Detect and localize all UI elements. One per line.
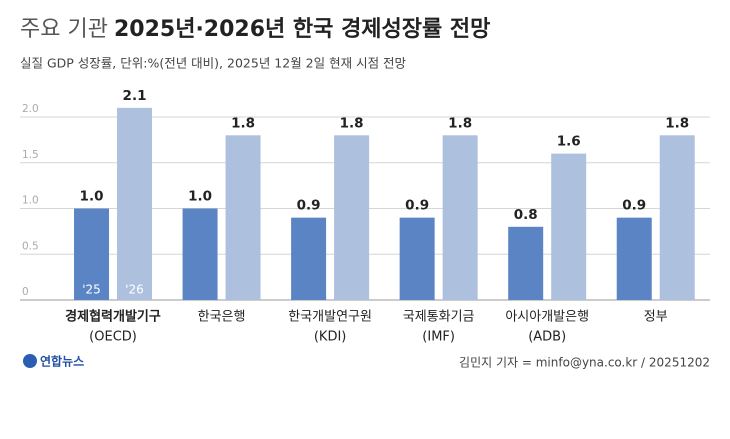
bar	[182, 208, 218, 300]
title-main: 2025년·2026년 한국 경제성장률 전망	[114, 17, 490, 42]
value-label: 0.9	[297, 198, 321, 214]
value-label: 1.0	[80, 189, 104, 205]
value-label: 0.9	[622, 198, 646, 214]
value-label: 1.8	[665, 115, 689, 131]
x-tick-label: (IMF)	[422, 330, 455, 345]
bar	[616, 217, 652, 300]
credit: 김민지 기자 = minfo@yna.co.kr / 20251202	[459, 356, 710, 370]
value-label: 0.8	[514, 207, 538, 223]
x-tick-label: 한국개발연구원	[288, 310, 372, 325]
title-prefix: 주요 기관	[20, 17, 108, 42]
value-label: 1.8	[448, 115, 472, 131]
value-label: 0.9	[405, 198, 429, 214]
bar	[291, 217, 327, 300]
legend-label: '26	[125, 283, 144, 297]
value-label: 1.8	[340, 115, 364, 131]
bar	[442, 135, 478, 300]
x-tick-label: 아시아개발은행	[505, 309, 589, 325]
y-tick-label: 1.0	[22, 195, 39, 207]
bar	[551, 153, 587, 300]
value-label: 1.6	[557, 134, 581, 150]
x-tick-label: 경제협력개발기구	[65, 309, 161, 325]
bar	[659, 135, 695, 300]
bar	[334, 135, 370, 300]
subtitle: 실질 GDP 성장률, 단위:%(전년 대비), 2025년 12월 2일 현재…	[20, 56, 407, 71]
x-tick-label: (OECD)	[89, 330, 137, 345]
y-tick-label: 0.5	[22, 240, 39, 252]
source: 연합뉴스	[40, 354, 84, 369]
value-label: 2.1	[123, 88, 147, 104]
logo: 연합뉴스	[23, 354, 84, 369]
logo-mark	[23, 354, 37, 368]
x-tick-label: 한국은행	[198, 309, 246, 325]
x-tick-label: (KDI)	[314, 330, 347, 345]
x-tick-label: (ADB)	[528, 330, 566, 345]
bar	[74, 208, 110, 300]
bar	[225, 135, 261, 300]
value-label: 1.0	[188, 189, 212, 205]
bar	[508, 226, 544, 300]
y-tick-label: 1.5	[22, 149, 39, 161]
chart-title: 주요 기관 2025년·2026년 한국 경제성장률 전망	[20, 17, 490, 42]
x-tick-label: 국제통화기금	[403, 310, 475, 325]
legend-label: '25	[82, 283, 101, 297]
bar	[117, 107, 153, 300]
value-label: 1.8	[231, 115, 255, 131]
bar	[399, 217, 435, 300]
x-tick-label: 정부	[644, 310, 668, 325]
y-tick-label: 2.0	[22, 103, 39, 115]
y-tick-label: 0	[22, 286, 29, 298]
